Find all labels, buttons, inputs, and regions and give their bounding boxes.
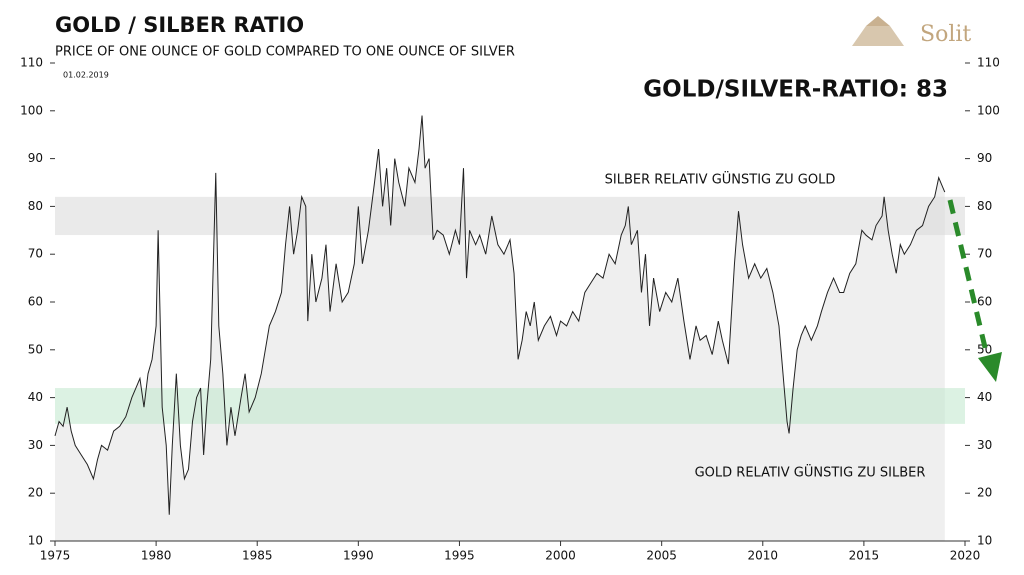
- y-tick-label-right: 90: [977, 151, 992, 165]
- y-tick-label-right: 100: [977, 103, 1000, 117]
- x-tick-label: 1990: [343, 549, 374, 563]
- logo-icon: [852, 16, 904, 46]
- chart-title: GOLD / SILBER RATIO: [55, 13, 304, 37]
- y-tick-label-right: 20: [977, 486, 992, 500]
- y-tick-label-right: 110: [977, 56, 1000, 70]
- headline: GOLD/SILVER-RATIO: 83: [643, 77, 948, 103]
- y-tick-label: 20: [28, 486, 43, 500]
- band-label: GOLD RELATIV GÜNSTIG ZU SILBER: [695, 464, 926, 481]
- band: [55, 388, 965, 424]
- x-tick-label: 1985: [242, 549, 273, 563]
- chart-subtitle: PRICE OF ONE OUNCE OF GOLD COMPARED TO O…: [55, 45, 515, 60]
- y-tick-label: 10: [28, 534, 43, 548]
- y-tick-label: 40: [28, 390, 43, 404]
- y-tick-label-right: 80: [977, 199, 992, 213]
- y-tick-label: 50: [28, 342, 43, 356]
- date-label: 01.02.2019: [63, 71, 109, 80]
- y-tick-label-right: 70: [977, 247, 992, 261]
- y-tick-label-right: 50: [977, 342, 992, 356]
- logo: Solit: [920, 22, 971, 47]
- y-tick-label: 70: [28, 247, 43, 261]
- x-tick-label: 2010: [748, 549, 779, 563]
- y-tick-label-right: 30: [977, 438, 992, 452]
- x-tick-label: 1980: [141, 549, 172, 563]
- x-tick-label: 2000: [545, 549, 576, 563]
- band-label: SILBER RELATIV GÜNSTIG ZU GOLD: [605, 170, 836, 187]
- band: [55, 196, 965, 236]
- y-tick-label: 100: [20, 103, 43, 117]
- trend-arrow: [947, 199, 991, 361]
- trend-arrow-head: [978, 352, 1002, 382]
- x-tick-label: 2005: [646, 549, 677, 563]
- area: [55, 115, 945, 541]
- x-tick-label: 1975: [40, 549, 71, 563]
- y-tick-label-right: 60: [977, 295, 992, 309]
- y-tick-label: 30: [28, 438, 43, 452]
- y-tick-label: 90: [28, 151, 43, 165]
- x-tick-label: 2020: [950, 549, 981, 563]
- y-tick-label: 60: [28, 295, 43, 309]
- x-tick-label: 2015: [849, 549, 880, 563]
- y-tick-label-right: 10: [977, 534, 992, 548]
- line: [54, 115, 946, 515]
- y-tick-label: 110: [20, 56, 43, 70]
- x-tick-label: 1995: [444, 549, 475, 563]
- y-tick-label: 80: [28, 199, 43, 213]
- y-tick-label-right: 40: [977, 390, 992, 404]
